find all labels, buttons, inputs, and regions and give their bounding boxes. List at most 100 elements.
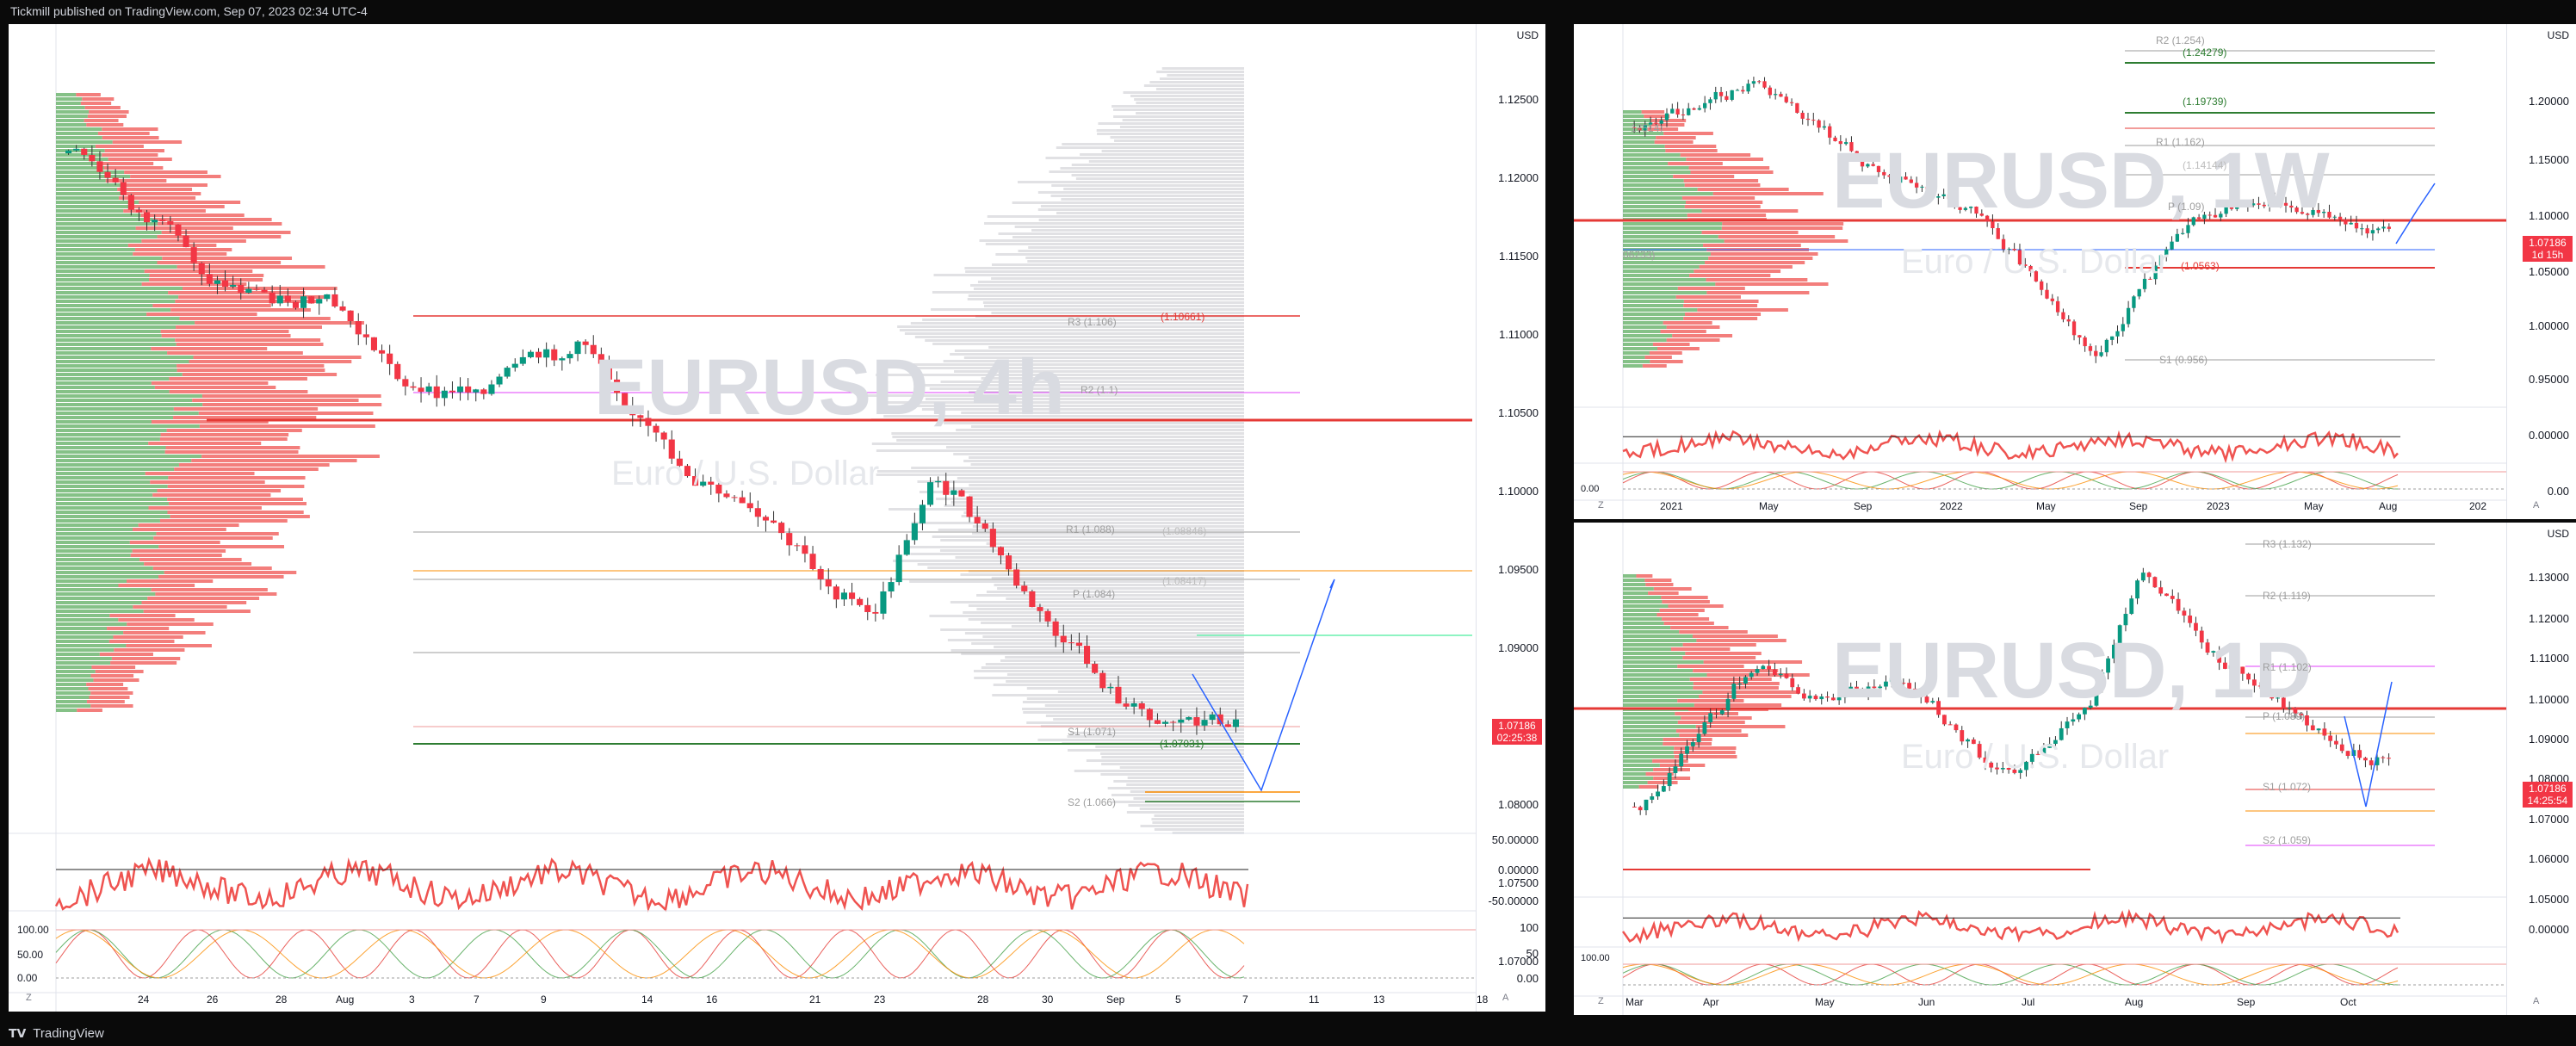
volume-sell-bar [80,102,112,105]
candle-body [1675,108,1680,115]
currency-label-1w[interactable]: USD [2547,29,2569,41]
candle-body [1947,724,1953,726]
candle-body [2208,214,2212,216]
candle-body [284,295,291,302]
stochastic-line [1622,471,2399,490]
chart-canvas-1d[interactable] [1574,523,2507,1015]
currency-label[interactable]: USD [1516,29,1539,41]
chart-canvas-4h[interactable] [9,24,1477,1012]
volume-buy-bar [56,321,195,325]
time-tick: 11 [1309,993,1320,1006]
volume-profile-bar [1119,766,1244,769]
candle-body [1779,94,1783,97]
zoom-corner-left[interactable]: Z [26,993,32,1003]
volume-sell-bar [105,179,167,183]
volume-buy-bar [56,351,168,355]
candle-body [1811,120,1816,121]
auto-scale-button-1d[interactable]: A [2533,996,2540,1006]
candle-body [1725,96,1729,100]
volume-sell-bar [111,657,181,660]
volume-profile-bar [944,422,1244,424]
candle-body [668,439,675,459]
candle-body [622,393,629,408]
chart-panel-1d[interactable]: EURUSD, 1D Euro / U.S. Dollar R3 (1.132)… [1574,523,2576,1015]
volume-profile-bar [995,253,1244,256]
zoom-corner-left-1w[interactable]: Z [1598,500,1604,511]
volume-sell-bar [1697,188,1789,191]
volume-sell-bar [148,506,262,510]
price-scale-1w[interactable]: USD 1.20000 1.15000 1.10000 1.05000 1.00000 0… [2506,24,2576,519]
auto-scale-button[interactable]: A [1502,993,1509,1003]
candle-body [2251,203,2256,206]
volume-sell-bar [1648,591,1679,595]
price-scale-4h[interactable]: USD 1.12500 1.12000 1.11500 1.11000 1.10500 1… [1476,24,1545,1012]
volume-buy-bar [56,291,169,294]
volume-sell-bar [168,476,306,480]
volume-buy-bar [56,709,77,712]
candle-body [1664,113,1669,121]
candle-body [895,554,902,583]
volume-sell-bar [195,321,365,325]
currency-label-1d[interactable]: USD [2547,528,2569,540]
volume-profile-bar [1101,756,1244,758]
volume-buy-bar [1623,338,1667,342]
chart-panel-4h[interactable]: EURUSD, 4h Euro / U.S. Dollar R3 (1.106)… [9,24,1545,1012]
volume-buy-bar [1623,119,1651,122]
candle-body [1661,786,1666,792]
description-watermark: Euro / U.S. Dollar [611,455,880,492]
candle-body [1860,159,1865,167]
volume-buy-bar [1623,591,1649,595]
volume-sell-bar [135,226,233,230]
candle-body [2229,205,2234,209]
volume-sell-bar [1694,269,1781,273]
candle-body [2135,580,2139,599]
volume-sell-bar [1647,781,1678,784]
volume-sell-bar [178,295,328,299]
volume-profile-bar [908,405,1244,407]
volume-sell-bar [167,351,303,355]
volume-sell-bar [141,282,247,286]
price-tick: 1.08000 [1498,798,1539,811]
volume-sell-bar [89,110,129,114]
symbol-watermark-1d: EURUSD, 1D [1832,627,2313,715]
volume-profile-bar [1100,752,1244,755]
volume-sell-bar [1638,785,1659,789]
chart-panel-1w[interactable]: EURUSD, 1W Euro / U.S. Dollar R2 (1.254)… [1574,24,2576,519]
candle-body [1954,724,1959,731]
candle-body [1702,102,1707,108]
candle-body [1713,91,1718,100]
volume-sell-bar [143,610,251,613]
volume-profile-bar [1098,122,1244,125]
chart-canvas-1w[interactable] [1574,24,2507,519]
candle-body [2158,255,2164,266]
time-tick: 28 [977,993,989,1006]
candle-body [2196,217,2201,220]
volume-buy-bar [1623,746,1675,750]
volume-profile-bar [1028,246,1244,249]
price-tick: 1.07000 [2529,813,2569,826]
volume-buy-bar [1623,639,1697,642]
volume-sell-bar [159,437,288,441]
candle-body [2028,266,2033,272]
tv-logo-icon[interactable]: 𝗧𝗩 [9,1026,27,1040]
volume-profile-bar [991,577,1244,579]
candle-body [112,177,119,183]
volume-buy-bar [56,691,91,695]
zoom-corner-left-1d[interactable]: Z [1598,996,1604,1006]
volume-sell-bar [139,201,241,204]
price-scale-1d[interactable]: USD 1.13000 1.12000 1.11000 1.10000 1.09000 1… [2506,523,2576,1015]
volume-buy-bar [1623,214,1687,217]
candle-body [771,520,777,523]
volume-profile-bar [963,356,1244,359]
volume-buy-bar [1623,261,1706,264]
volume-buy-bar [1623,630,1680,634]
auto-scale-button-1w[interactable]: A [2533,500,2540,511]
volume-sell-bar [141,601,247,604]
volume-buy-bar [56,489,158,492]
candle-body [1029,591,1036,608]
candle-body [1690,742,1695,746]
volume-sell-bar [198,412,374,415]
volume-buy-bar [56,313,147,316]
volume-buy-bar [1623,785,1639,789]
volume-sell-bar [1701,209,1799,213]
